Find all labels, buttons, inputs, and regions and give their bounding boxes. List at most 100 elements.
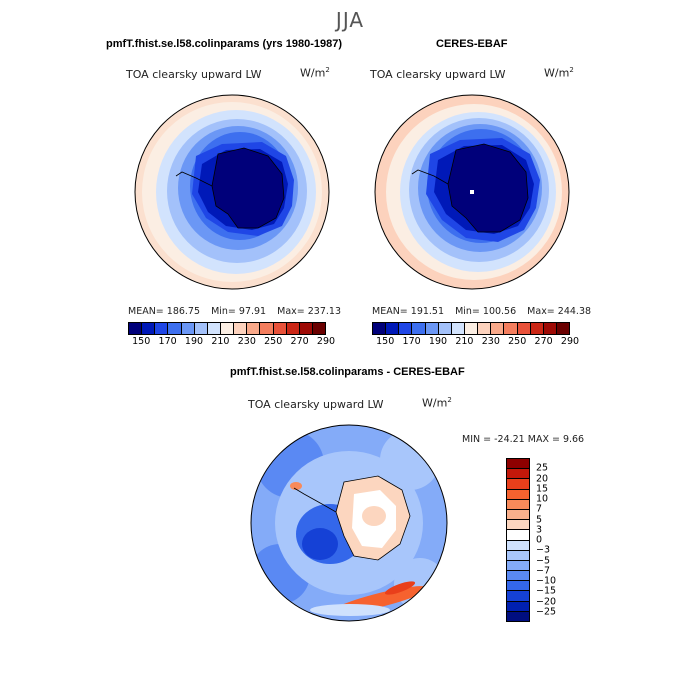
colorbar-tick-label: 250 bbox=[508, 336, 527, 347]
colorbar-swatch bbox=[507, 601, 529, 612]
colorbar-swatch bbox=[507, 571, 529, 582]
colorbar-swatch bbox=[504, 323, 518, 334]
colorbar-swatch bbox=[507, 489, 529, 500]
colorbar-swatch bbox=[373, 323, 387, 334]
colorbar-swatch bbox=[286, 323, 300, 334]
colorbar-swatch bbox=[386, 323, 400, 334]
model-units-label: W/m2 bbox=[300, 66, 330, 80]
colorbar-swatch bbox=[517, 323, 531, 334]
colorbar-swatch bbox=[556, 323, 570, 334]
model-polar-map bbox=[134, 94, 330, 290]
colorbar-swatch bbox=[507, 591, 529, 602]
colorbar-swatch bbox=[412, 323, 426, 334]
colorbar-swatch bbox=[399, 323, 413, 334]
colorbar-swatch bbox=[507, 560, 529, 572]
colorbar-swatch bbox=[220, 323, 235, 334]
colorbar-swatch bbox=[507, 509, 529, 521]
colorbar-tick-label: −3 bbox=[536, 544, 551, 556]
colorbar-swatch bbox=[491, 323, 505, 334]
colorbar-swatch bbox=[451, 323, 465, 334]
colorbar-tick-label: −15 bbox=[536, 585, 557, 597]
diff-minmax: MIN = -24.21 MAX = 9.66 bbox=[462, 434, 585, 445]
colorbar-swatch bbox=[425, 323, 439, 334]
colorbar-tick-label: 210 bbox=[211, 336, 230, 347]
colorbar-swatch bbox=[260, 323, 274, 334]
obs-polar-map bbox=[374, 94, 570, 290]
obs-mean: MEAN= 191.51 bbox=[372, 306, 445, 317]
colorbar-swatch bbox=[507, 581, 529, 592]
colorbar-tick-label: 170 bbox=[158, 336, 177, 347]
model-colorbar-swatches bbox=[128, 322, 326, 335]
diff-units-label: W/m2 bbox=[422, 396, 452, 410]
colorbar-swatch bbox=[247, 323, 261, 334]
colorbar-tick-label: 250 bbox=[264, 336, 283, 347]
diff-colorbar-ticks: 25 20 15 10 7 5 3 0 −3 −5 −7 −10 −15 −20 −25 bbox=[536, 458, 576, 622]
colorbar-tick-label: 10 bbox=[536, 493, 549, 505]
colorbar-tick-label: 25 bbox=[536, 462, 549, 474]
colorbar-swatch bbox=[507, 550, 529, 561]
obs-panel-title: CERES-EBAF bbox=[436, 38, 508, 50]
colorbar-swatch bbox=[507, 540, 529, 551]
colorbar-swatch bbox=[299, 323, 313, 334]
colorbar-tick-label: 3 bbox=[536, 524, 543, 536]
model-max: Max= 237.13 bbox=[277, 306, 342, 317]
colorbar-tick-label: 150 bbox=[376, 336, 395, 347]
colorbar-swatch bbox=[507, 520, 529, 531]
obs-variable-label: TOA clearsky upward LW bbox=[370, 68, 506, 81]
colorbar-tick-label: 20 bbox=[536, 473, 549, 484]
colorbar-swatch bbox=[181, 323, 195, 334]
model-panel-title: pmfT.fhist.se.l58.colinparams (yrs 1980-… bbox=[106, 38, 342, 50]
colorbar-swatch bbox=[438, 323, 452, 334]
model-colorbar: 150 170 190 210 230 250 270 290 bbox=[128, 322, 335, 347]
obs-min: Min= 100.56 bbox=[455, 306, 517, 317]
colorbar-swatch bbox=[464, 323, 479, 334]
colorbar-tick-label: 190 bbox=[184, 336, 204, 347]
model-variable-label: TOA clearsky upward LW bbox=[126, 68, 262, 81]
colorbar-tick-label: 210 bbox=[455, 336, 474, 347]
colorbar-tick-label: 7 bbox=[536, 503, 543, 515]
season-title: JJA bbox=[335, 8, 365, 32]
colorbar-swatch bbox=[168, 323, 182, 334]
colorbar-tick-label: 270 bbox=[534, 336, 553, 347]
colorbar-swatch bbox=[507, 499, 529, 510]
colorbar-swatch bbox=[312, 323, 326, 334]
colorbar-tick-label: 170 bbox=[402, 336, 421, 347]
colorbar-swatch bbox=[507, 459, 529, 470]
colorbar-tick-label: 270 bbox=[290, 336, 309, 347]
colorbar-tick-label: 0 bbox=[536, 534, 543, 546]
model-stats: MEAN= 186.75 Min= 97.91 Max= 237.13 bbox=[128, 306, 349, 317]
obs-max: Max= 244.38 bbox=[527, 306, 592, 317]
obs-units-label: W/m2 bbox=[544, 66, 574, 80]
colorbar-tick-label: −7 bbox=[536, 565, 551, 577]
colorbar-swatch bbox=[273, 323, 287, 334]
colorbar-tick-label: −5 bbox=[536, 555, 551, 566]
colorbar-tick-label: 5 bbox=[536, 514, 543, 525]
colorbar-swatch bbox=[507, 611, 529, 621]
colorbar-tick-label: 190 bbox=[428, 336, 448, 347]
colorbar-swatch bbox=[507, 479, 529, 490]
colorbar-swatch bbox=[129, 323, 143, 334]
obs-colorbar: 150 170 190 210 230 250 270 290 bbox=[372, 322, 579, 347]
colorbar-swatch bbox=[478, 323, 492, 334]
obs-colorbar-swatches bbox=[372, 322, 570, 335]
colorbar-swatch bbox=[543, 323, 557, 334]
colorbar-tick-label: 230 bbox=[481, 336, 500, 347]
diff-polar-map bbox=[250, 424, 448, 622]
model-min: Min= 97.91 bbox=[211, 306, 267, 317]
colorbar-tick-label: 15 bbox=[536, 483, 549, 495]
colorbar-swatch bbox=[142, 323, 156, 334]
colorbar-swatch bbox=[207, 323, 221, 334]
colorbar-swatch bbox=[234, 323, 248, 334]
diff-panel-title: pmfT.fhist.se.l58.colinparams - CERES-EB… bbox=[230, 366, 465, 378]
model-mean: MEAN= 186.75 bbox=[128, 306, 201, 317]
diff-colorbar-swatches bbox=[506, 458, 530, 622]
colorbar-swatch bbox=[530, 323, 544, 334]
colorbar-tick-label: 290 bbox=[560, 336, 580, 347]
colorbar-swatch bbox=[507, 530, 529, 541]
colorbar-tick-label: 230 bbox=[237, 336, 256, 347]
colorbar-tick-label: −20 bbox=[536, 596, 557, 607]
colorbar-tick-label: 150 bbox=[132, 336, 151, 347]
colorbar-tick-label: −10 bbox=[536, 575, 557, 587]
colorbar-swatch bbox=[155, 323, 169, 334]
diff-variable-label: TOA clearsky upward LW bbox=[248, 398, 384, 411]
